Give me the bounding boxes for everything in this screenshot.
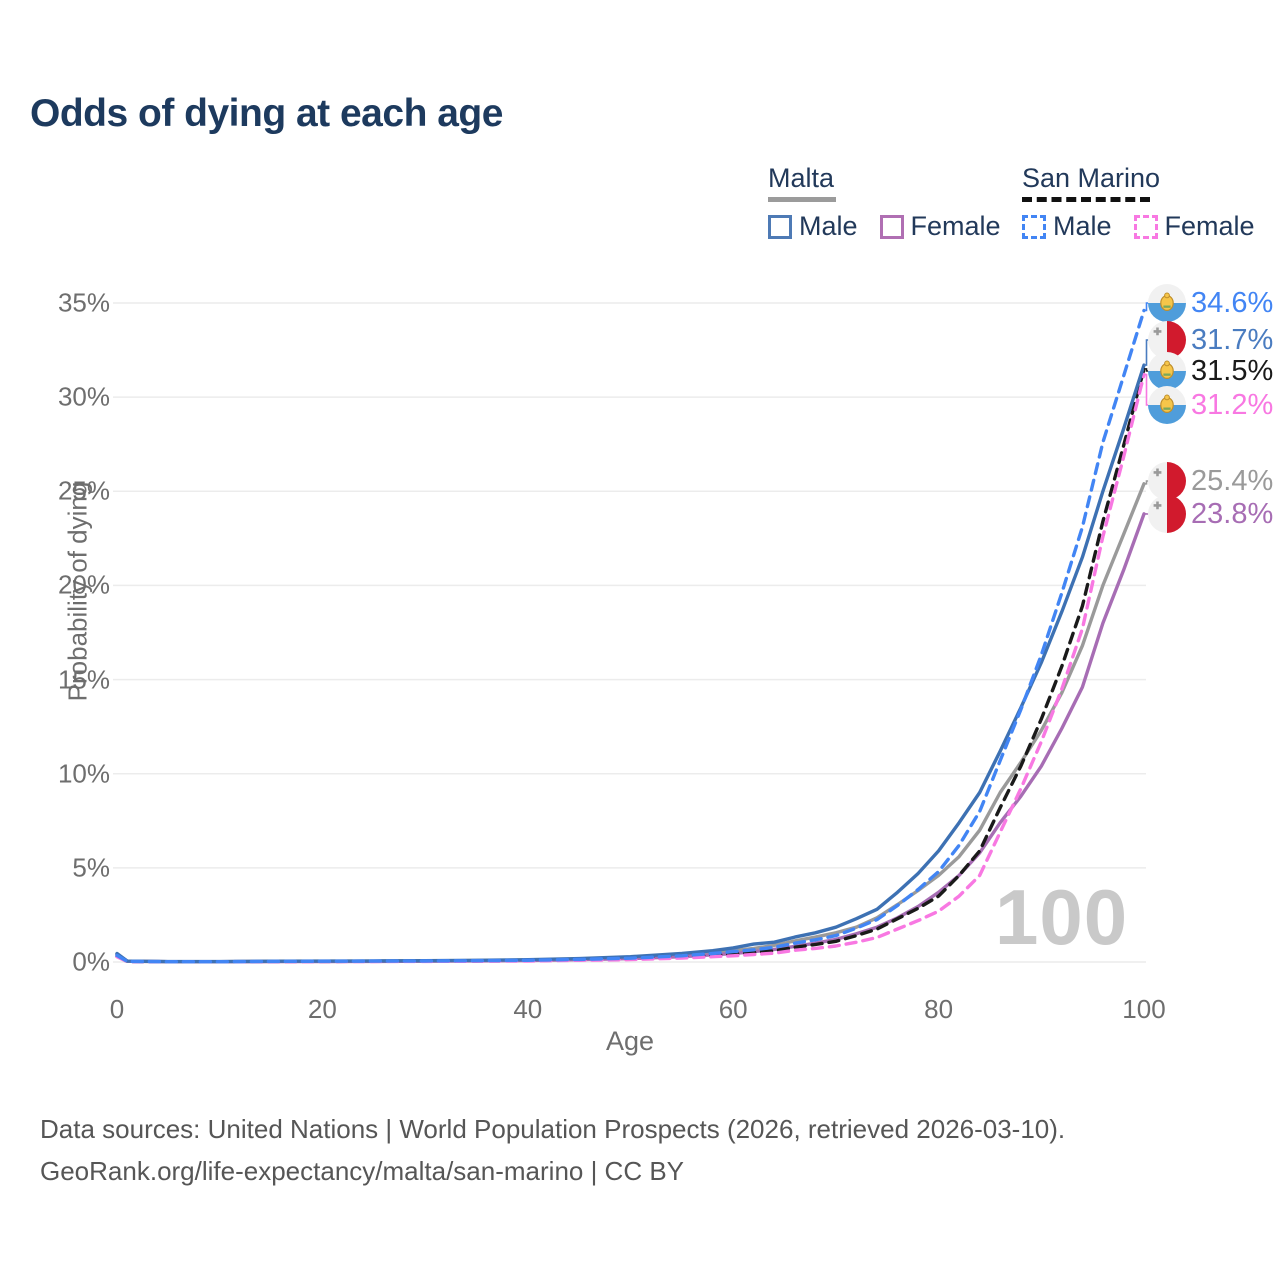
end-label-malta-male: 31.7% bbox=[1148, 321, 1273, 359]
age-indicator-watermark: 100 bbox=[995, 873, 1129, 961]
y-tick-5%: 5% bbox=[72, 852, 110, 883]
san-marino-flag-icon bbox=[1148, 352, 1186, 390]
end-label-connector bbox=[1144, 339, 1149, 366]
legend-malta-line-sample bbox=[768, 197, 836, 202]
san-marino-flag-icon bbox=[1148, 386, 1186, 424]
legend-item-malta-female[interactable]: Female bbox=[879, 211, 1001, 242]
y-tick-10%: 10% bbox=[57, 758, 110, 789]
page-title: Odds of dying at each age bbox=[30, 92, 503, 135]
series-line-malta-male bbox=[115, 363, 1146, 964]
end-label-connector bbox=[1144, 302, 1149, 312]
footer-line-sources: Data sources: United Nations | World Pop… bbox=[40, 1114, 1066, 1144]
legend-item-label: Male bbox=[799, 211, 858, 241]
end-label-san-marino-total: 31.5% bbox=[1148, 352, 1273, 390]
series-line-malta-female bbox=[115, 512, 1146, 964]
malta-male-swatch-icon bbox=[768, 214, 792, 239]
end-label-value: 31.5% bbox=[1191, 354, 1274, 387]
y-tick-30%: 30% bbox=[57, 381, 110, 412]
end-label-value: 25.4% bbox=[1191, 464, 1274, 497]
end-label-value: 23.8% bbox=[1191, 497, 1274, 530]
series-line-malta-total bbox=[115, 482, 1146, 964]
x-tick-20: 20 bbox=[307, 994, 337, 1024]
footer-line-attribution: GeoRank.org/life-expectancy/malta/san-ma… bbox=[40, 1156, 685, 1186]
end-label-value: 34.6% bbox=[1191, 286, 1274, 319]
legend-group-malta: Malta Male Female bbox=[768, 163, 1001, 242]
x-tick-0: 0 bbox=[109, 994, 125, 1024]
san-marino-male-swatch-icon bbox=[1022, 214, 1046, 239]
end-label-malta-female: 23.8% bbox=[1148, 495, 1273, 533]
end-label-connector bbox=[1144, 373, 1149, 406]
x-tick-100: 100 bbox=[1122, 994, 1166, 1024]
legend-san-marino-line-sample bbox=[1022, 197, 1150, 202]
legend-group-san-marino: San Marino Male Female bbox=[1022, 163, 1255, 242]
series-line-san-marino-male bbox=[115, 308, 1146, 964]
legend-item-san-marino-male[interactable]: Male bbox=[1022, 211, 1112, 242]
legend-item-label: Male bbox=[1053, 211, 1112, 241]
series-line-san-marino-female bbox=[115, 372, 1146, 964]
end-label-connector bbox=[1144, 480, 1149, 485]
san-marino-flag-icon bbox=[1148, 284, 1186, 322]
end-label-san-marino-male: 34.6% bbox=[1148, 284, 1273, 322]
x-tick-40: 40 bbox=[513, 994, 543, 1024]
legend-group-malta-title: Malta bbox=[768, 163, 835, 193]
x-axis-title: Age bbox=[605, 1026, 655, 1056]
malta-flag-icon bbox=[1148, 495, 1186, 533]
data-source-footer: Data sources: United Nations | World Pop… bbox=[40, 1108, 1065, 1192]
legend-item-san-marino-female[interactable]: Female bbox=[1133, 211, 1255, 242]
x-tick-80: 80 bbox=[924, 994, 954, 1024]
y-axis-title: Probability of dying bbox=[62, 481, 93, 702]
y-tick-20%: 20% bbox=[57, 569, 110, 600]
x-tick-60: 60 bbox=[718, 994, 748, 1024]
end-label-san-marino-female: 31.2% bbox=[1148, 386, 1273, 424]
malta-flag-icon bbox=[1148, 462, 1186, 500]
end-label-value: 31.7% bbox=[1191, 323, 1274, 356]
y-tick-25%: 25% bbox=[57, 475, 110, 506]
legend-item-malta-male[interactable]: Male bbox=[768, 211, 858, 242]
y-tick-35%: 35% bbox=[57, 287, 110, 318]
end-label-value: 31.2% bbox=[1191, 388, 1274, 421]
malta-flag-icon bbox=[1148, 321, 1186, 359]
end-label-malta-total: 25.4% bbox=[1148, 462, 1273, 500]
series-line-san-marino-total bbox=[115, 367, 1146, 964]
legend-item-label: Female bbox=[910, 211, 1001, 241]
malta-female-swatch-icon bbox=[879, 214, 904, 239]
end-label-connector bbox=[1144, 368, 1149, 372]
legend-group-san-marino-title: San Marino bbox=[1022, 163, 1161, 193]
legend-item-label: Female bbox=[1164, 211, 1255, 241]
san-marino-female-swatch-icon bbox=[1133, 214, 1158, 239]
y-tick-0%: 0% bbox=[72, 946, 110, 977]
y-tick-15%: 15% bbox=[57, 664, 110, 695]
